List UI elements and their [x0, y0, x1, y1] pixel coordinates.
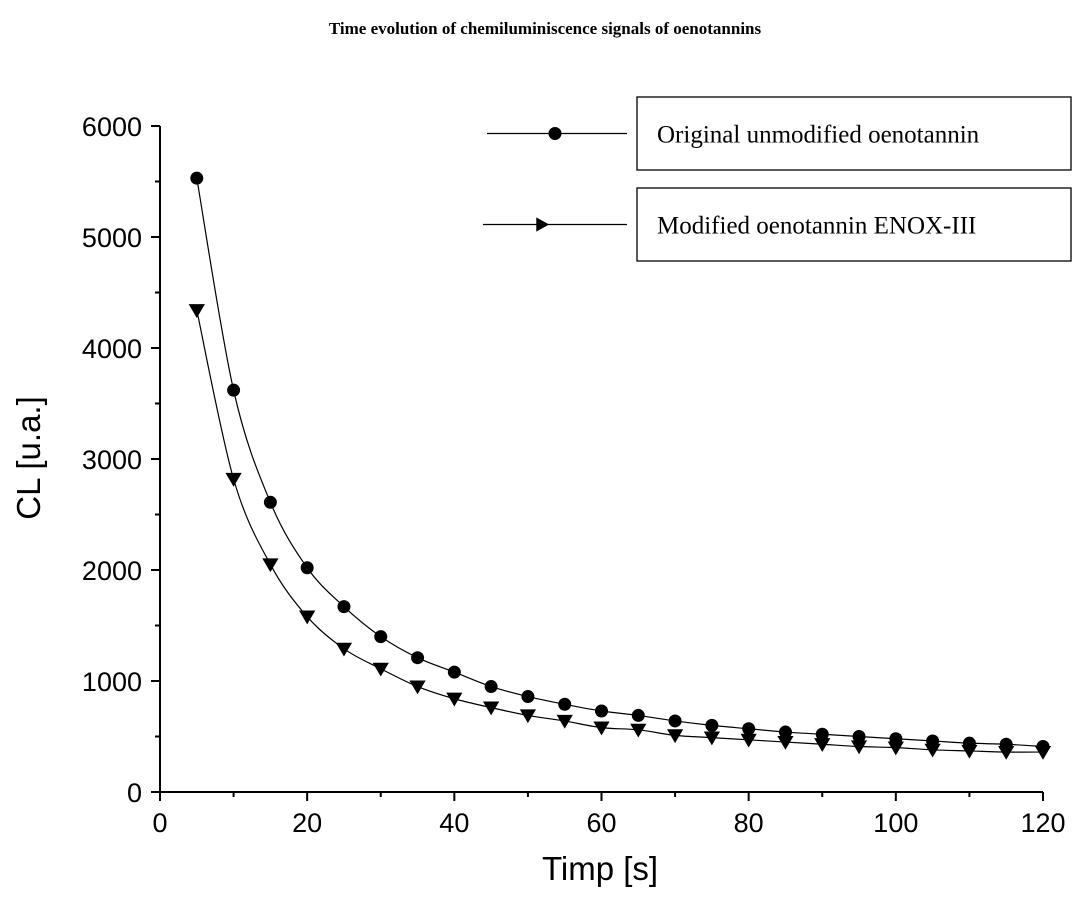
y-axis-label: CL [u.a.]	[10, 396, 47, 520]
x-tick-label: 0	[152, 808, 167, 838]
legend-label: Original unmodified oenotannin	[657, 122, 980, 149]
y-tick-label: 5000	[82, 223, 142, 253]
data-point	[227, 384, 240, 397]
data-point	[998, 746, 1014, 760]
data-point	[411, 651, 424, 664]
y-tick-label: 4000	[82, 334, 142, 364]
data-point	[337, 600, 350, 613]
x-tick-label: 80	[734, 808, 764, 838]
data-point	[742, 722, 755, 735]
legend-marker	[536, 217, 549, 231]
data-point	[521, 690, 534, 703]
legend-entry-2: Modified oenotannin ENOX-III	[483, 188, 1071, 261]
data-point	[961, 745, 977, 759]
y-tick-label: 3000	[82, 445, 142, 475]
data-point	[373, 663, 389, 677]
data-point	[264, 496, 277, 509]
x-axis-label: Timp [s]	[542, 850, 658, 887]
series-line	[197, 310, 1043, 752]
data-point	[336, 643, 352, 657]
data-point	[1035, 746, 1051, 760]
x-tick-label: 100	[873, 808, 918, 838]
x-tick-label: 20	[292, 808, 322, 838]
y-tick-label: 2000	[82, 556, 142, 586]
chart-title: Time evolution of chemiluminiscence sign…	[329, 19, 762, 38]
data-point	[374, 630, 387, 643]
y-tick-label: 1000	[82, 667, 142, 697]
x-tick-label: 40	[439, 808, 469, 838]
y-tick-label: 6000	[82, 112, 142, 142]
x-tick-label: 120	[1020, 808, 1065, 838]
series-2	[189, 304, 1051, 760]
data-point	[446, 693, 462, 707]
data-point	[485, 680, 498, 693]
data-point	[225, 473, 241, 487]
data-point	[409, 680, 425, 694]
data-point	[301, 561, 314, 574]
legend-label: Modified oenotannin ENOX-III	[657, 213, 976, 240]
data-point	[705, 719, 718, 732]
data-point	[190, 172, 203, 185]
series-line	[197, 178, 1043, 746]
x-tick-label: 60	[586, 808, 616, 838]
data-point	[595, 704, 608, 717]
data-point	[448, 666, 461, 679]
data-point	[558, 698, 571, 711]
data-point	[189, 304, 205, 318]
data-point	[669, 714, 682, 727]
y-tick-label: 0	[127, 778, 142, 808]
legend: Original unmodified oenotannin Modified o…	[483, 97, 1071, 261]
data-point	[632, 709, 645, 722]
legend-entry-1: Original unmodified oenotannin	[487, 97, 1071, 170]
legend-marker	[549, 127, 562, 140]
data-point	[262, 558, 278, 572]
